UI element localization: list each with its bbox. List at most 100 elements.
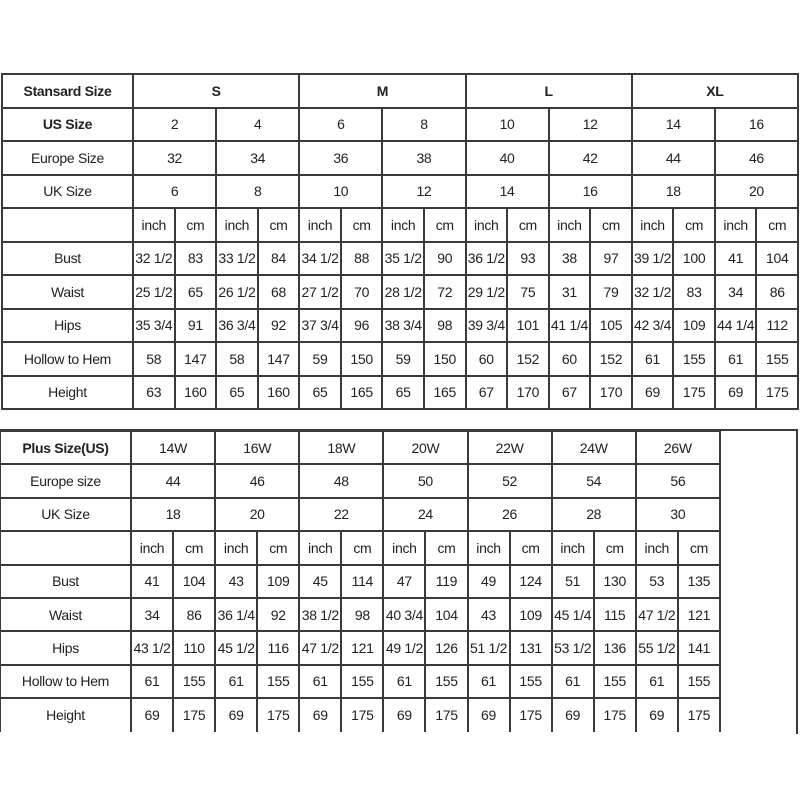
unit-inch: inch xyxy=(298,530,343,566)
measurement-value: 175 xyxy=(676,697,722,732)
measurement-value: 175 xyxy=(755,374,799,410)
measurement-row: Bust 41 104 43 109 45 114 47 119 49 124 51 130 53 135 xyxy=(0,563,722,599)
us-size-cell: 14 xyxy=(630,106,716,142)
unit-cm: cm xyxy=(422,207,467,243)
measurement-value: 60 xyxy=(464,341,509,377)
measurement-value: 88 xyxy=(339,240,384,276)
measurement-value: 28 1/2 xyxy=(381,274,425,310)
measurement-value: 45 1/4 xyxy=(550,596,595,633)
measurement-value: 61 xyxy=(382,663,427,700)
measurement-row: Height 69 175 69 175 69 175 69 175 69 175 69 175 69 17… xyxy=(0,697,722,732)
measurement-value: 86 xyxy=(755,274,799,310)
europe-size-cell: 32 xyxy=(131,140,218,176)
unit-inch: inch xyxy=(634,530,679,566)
measurement-value: 38 1/2 xyxy=(298,596,343,633)
measurement-value: 27 1/2 xyxy=(298,274,342,310)
unit-inch: inch xyxy=(630,207,675,243)
unit-inch: inch xyxy=(215,207,259,243)
unit-inch: inch xyxy=(129,530,175,566)
size-group-cell: L xyxy=(464,73,633,109)
europe-size-cell: 36 xyxy=(298,140,384,176)
us-size-cell: 4 xyxy=(215,106,301,142)
us-size-cell: 20W xyxy=(382,429,469,466)
measurement-value: 34 xyxy=(129,596,175,633)
measurement-value: 109 xyxy=(508,596,553,633)
measurement-value: 32 1/2 xyxy=(630,274,675,310)
measurement-value: 124 xyxy=(508,563,553,599)
measurement-value: 98 xyxy=(422,307,467,343)
measurement-value: 42 3/4 xyxy=(630,307,675,343)
measurement-value: 35 1/2 xyxy=(381,240,425,276)
measurement-value: 35 3/4 xyxy=(132,307,176,343)
unit-row: inch cm inch cm inch cm inch cm inch cm inch cm inch… xyxy=(1,207,799,243)
europe-size-cell: 42 xyxy=(547,140,633,176)
row-label: Hips xyxy=(0,630,132,666)
measurement-value: 136 xyxy=(592,630,637,666)
measurement-value: 100 xyxy=(672,240,716,276)
row-label: US Size xyxy=(1,106,134,142)
measurement-value: 34 xyxy=(713,274,758,310)
size-group-cell: S xyxy=(131,73,301,109)
measurement-value: 72 xyxy=(422,274,467,310)
measurement-value: 165 xyxy=(422,374,467,410)
measurement-value: 41 xyxy=(713,240,758,276)
unit-cm: cm xyxy=(172,530,217,566)
uk-size-cell: 30 xyxy=(634,496,722,533)
unit-inch: inch xyxy=(298,207,342,243)
europe-size-cell: 46 xyxy=(713,140,800,176)
unit-cm: cm xyxy=(339,207,384,243)
measurement-row: Height 63 160 65 160 65 165 65 165 67 170 67 170 69 17… xyxy=(1,374,799,410)
uk-size-row: UK Size 18 20 22 24 26 28 30 xyxy=(0,496,722,533)
measurement-value: 49 1/2 xyxy=(382,630,427,666)
measurement-value: 105 xyxy=(589,307,633,343)
europe-size-cell: 40 xyxy=(464,140,550,176)
us-size-cell: 18W xyxy=(298,429,385,466)
unit-cm: cm xyxy=(340,530,385,566)
measurement-value: 175 xyxy=(508,697,553,732)
unit-inch: inch xyxy=(713,207,758,243)
row-label: Bust xyxy=(0,563,132,599)
blank-cell xyxy=(0,530,132,566)
header-label: Stansard Size xyxy=(1,73,134,109)
measurement-value: 34 1/2 xyxy=(298,240,342,276)
measurement-value: 121 xyxy=(676,596,722,633)
measurement-value: 115 xyxy=(592,596,637,633)
measurement-value: 116 xyxy=(256,630,301,666)
measurement-value: 175 xyxy=(672,374,716,410)
measurement-value: 61 xyxy=(129,663,175,700)
uk-size-cell: 16 xyxy=(547,173,633,209)
measurement-value: 155 xyxy=(256,663,301,700)
measurement-value: 130 xyxy=(592,563,637,599)
measurement-value: 155 xyxy=(340,663,385,700)
measurement-row: Waist 34 86 36 1/4 92 38 1/2 98 40 3/4 104 43 109 4… xyxy=(0,596,722,633)
unit-cm: cm xyxy=(508,530,553,566)
us-size-row: US Size 2 4 6 8 10 12 14 16 xyxy=(1,106,800,142)
unit-cm: cm xyxy=(506,207,550,243)
measurement-value: 150 xyxy=(339,341,384,377)
unit-inch: inch xyxy=(550,530,595,566)
measurement-value: 38 xyxy=(547,240,592,276)
measurement-value: 26 1/2 xyxy=(215,274,259,310)
measurement-value: 43 1/2 xyxy=(129,630,175,666)
measurement-value: 59 xyxy=(298,341,342,377)
measurement-value: 150 xyxy=(422,341,467,377)
measurement-value: 147 xyxy=(256,341,301,377)
measurement-value: 175 xyxy=(340,697,385,732)
measurement-value: 112 xyxy=(755,307,799,343)
measurement-value: 61 xyxy=(713,341,758,377)
us-size-cell: 16 xyxy=(713,106,800,142)
measurement-row: Bust 32 1/2 83 33 1/2 84 34 1/2 88 35 1/2 90 36 1… xyxy=(1,240,799,276)
row-label: Europe size xyxy=(0,463,132,499)
unit-inch: inch xyxy=(132,207,176,243)
measurement-value: 53 xyxy=(634,563,679,599)
measurement-value: 51 1/2 xyxy=(466,630,511,666)
measurement-value: 155 xyxy=(676,663,722,700)
measurement-value: 51 xyxy=(550,563,595,599)
measurement-value: 65 xyxy=(215,374,259,410)
unit-cm: cm xyxy=(424,530,469,566)
unit-inch: inch xyxy=(466,530,511,566)
measurement-value: 29 1/2 xyxy=(464,274,509,310)
measurement-value: 155 xyxy=(672,341,716,377)
header-label: Plus Size(US) xyxy=(0,429,132,466)
measurement-value: 152 xyxy=(589,341,633,377)
